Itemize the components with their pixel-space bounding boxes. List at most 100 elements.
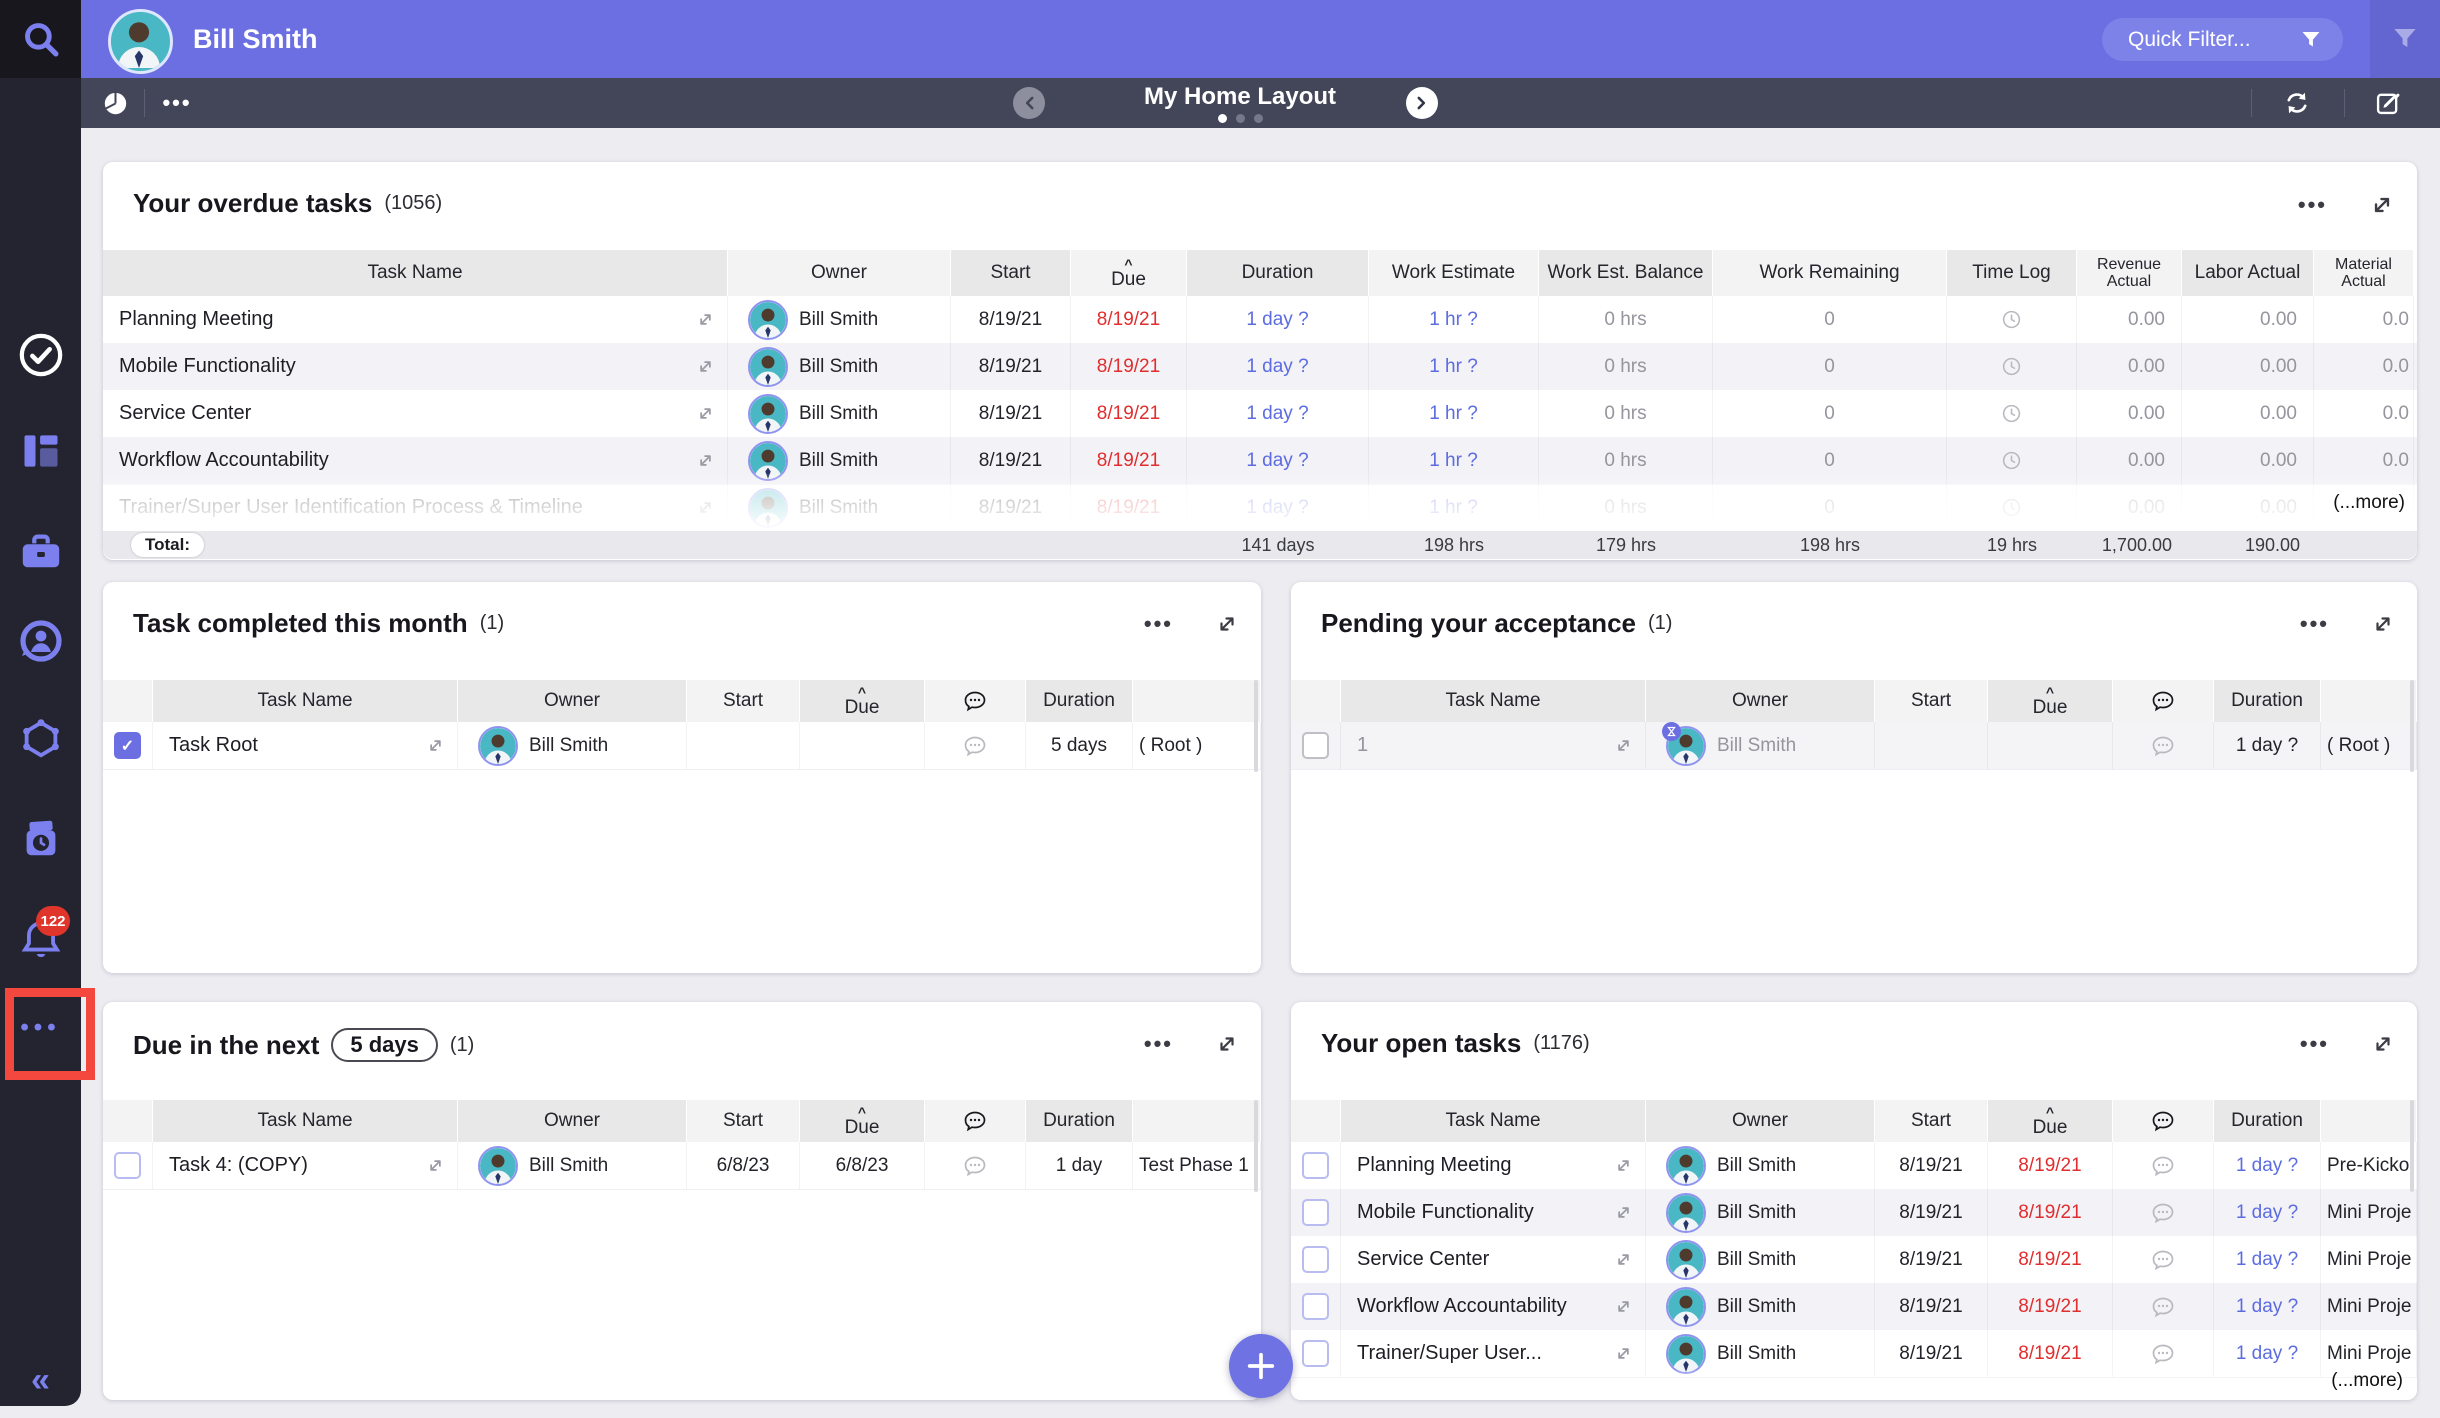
panel-menu-button[interactable]: ••• (1143, 1031, 1173, 1056)
column-header-sorted[interactable]: ^ Due (800, 1100, 925, 1142)
comment-cell[interactable] (2113, 1283, 2214, 1330)
duration-cell[interactable]: 1 day ? (1187, 390, 1369, 437)
quick-filter-input[interactable]: Quick Filter... (2102, 18, 2343, 61)
search-button[interactable] (0, 0, 81, 78)
row-checkbox[interactable] (1302, 1340, 1329, 1367)
select-cell[interactable] (1291, 1189, 1341, 1236)
column-header[interactable]: Time Log (1947, 250, 2077, 296)
row-checkbox[interactable] (1302, 732, 1329, 759)
task-name-cell[interactable]: Service Center (103, 390, 728, 437)
work-estimate-cell[interactable]: 1 hr ? (1369, 437, 1539, 484)
column-header[interactable]: Material Actual (2314, 250, 2414, 296)
open-task-icon[interactable] (1614, 1344, 1633, 1363)
column-header[interactable]: Work Est. Balance (1539, 250, 1713, 296)
select-cell[interactable] (1291, 1142, 1341, 1189)
table-row[interactable]: Planning Meeting Bill Smith 8/19/21 8/19… (103, 296, 2417, 344)
duration-cell[interactable]: 1 day ? (2214, 1236, 2321, 1283)
panel-menu-button[interactable]: ••• (1143, 611, 1173, 636)
sidebar-item-network[interactable] (0, 714, 81, 764)
column-header[interactable]: Task Name (103, 250, 728, 296)
more-rows-label[interactable]: (...more) (2333, 492, 2405, 513)
table-row[interactable]: Trainer/Super User... Bill Smith 8/19/21… (1291, 1330, 2417, 1378)
duration-cell[interactable]: 1 day ? (1187, 484, 1369, 531)
sidebar-item-timeclock[interactable] (0, 814, 81, 864)
table-row[interactable]: Planning Meeting Bill Smith 8/19/21 8/19… (1291, 1142, 2417, 1190)
comment-cell[interactable] (925, 722, 1026, 769)
carousel-dot[interactable] (1253, 114, 1263, 123)
column-header[interactable]: Start (687, 1100, 800, 1142)
task-name-cell[interactable]: Task Root (153, 722, 458, 769)
user-avatar[interactable] (108, 9, 173, 74)
task-name-cell[interactable]: Workflow Accountability (1341, 1283, 1646, 1330)
work-estimate-cell[interactable]: 1 hr ? (1369, 390, 1539, 437)
table-row[interactable]: Trainer/Super User Identification Proces… (103, 484, 2417, 532)
task-name-cell[interactable]: Task 4: (COPY) (153, 1142, 458, 1189)
open-task-icon[interactable] (1614, 1203, 1633, 1222)
table-row[interactable]: Workflow Accountability Bill Smith 8/19/… (103, 437, 2417, 485)
sidebar-item-projects[interactable] (0, 526, 81, 576)
time-log-cell[interactable] (1947, 437, 2077, 484)
duration-cell[interactable]: 1 day ? (1187, 437, 1369, 484)
comments-column-header[interactable] (925, 680, 1026, 722)
scrollbar[interactable] (2410, 680, 2414, 772)
task-name-cell[interactable]: Service Center (1341, 1236, 1646, 1283)
row-checkbox-checked[interactable] (114, 732, 141, 759)
open-task-icon[interactable] (696, 404, 715, 423)
column-header[interactable]: Work Estimate (1369, 250, 1539, 296)
select-cell[interactable] (1291, 1283, 1341, 1330)
select-cell[interactable] (103, 722, 153, 769)
duration-cell[interactable]: 1 day ? (2214, 1330, 2321, 1377)
scrollbar[interactable] (1254, 680, 1258, 772)
column-header-sorted[interactable]: ^ Due (800, 680, 925, 722)
comments-column-header[interactable] (2113, 680, 2214, 722)
expand-panel-icon[interactable] (2369, 192, 2395, 218)
carousel-dot[interactable] (1235, 114, 1245, 123)
carousel-dot-active[interactable] (1217, 114, 1227, 123)
table-row[interactable]: Service Center Bill Smith 8/19/21 8/19/2… (1291, 1236, 2417, 1284)
days-filter-pill[interactable]: 5 days (331, 1028, 438, 1062)
row-checkbox[interactable] (1302, 1199, 1329, 1226)
next-layout-button[interactable] (1405, 78, 1439, 128)
column-header[interactable]: Owner (1646, 1100, 1875, 1142)
expand-panel-icon[interactable] (2371, 1032, 2395, 1056)
previous-layout-button[interactable] (1012, 78, 1046, 128)
comments-column-header[interactable] (2113, 1100, 2214, 1142)
sidebar-item-resources[interactable] (0, 616, 81, 666)
more-rows-label[interactable]: (...more) (2331, 1370, 2403, 1391)
task-name-cell[interactable]: Trainer/Super User Identification Proces… (103, 484, 728, 531)
scrollbar[interactable] (2410, 1100, 2414, 1192)
task-name-cell[interactable]: Workflow Accountability (103, 437, 728, 484)
open-task-icon[interactable] (696, 357, 715, 376)
time-log-cell[interactable] (1947, 390, 2077, 437)
column-header[interactable]: Revenue Actual (2077, 250, 2182, 296)
time-log-cell[interactable] (1947, 484, 2077, 531)
table-row[interactable]: Mobile Functionality Bill Smith 8/19/21 … (103, 343, 2417, 391)
table-row[interactable]: Task 4: (COPY) Bill Smith 6/8/23 6/8/23 … (103, 1142, 1261, 1190)
table-row[interactable]: 1 Bill Smith 1 day ? ( Root ) (1291, 722, 2417, 770)
open-task-icon[interactable] (426, 736, 445, 755)
column-header[interactable]: Start (1875, 680, 1988, 722)
column-header[interactable]: Start (687, 680, 800, 722)
task-name-cell[interactable]: Mobile Functionality (103, 343, 728, 390)
column-header-sorted[interactable]: ^ Due (1071, 250, 1187, 296)
column-header[interactable]: Task Name (1341, 680, 1646, 722)
task-name-cell[interactable]: 1 (1341, 722, 1646, 769)
comment-cell[interactable] (2113, 1330, 2214, 1377)
comment-cell[interactable] (2113, 1236, 2214, 1283)
column-header[interactable]: Duration (1026, 680, 1133, 722)
duration-cell[interactable]: 1 day ? (2214, 1189, 2321, 1236)
column-header[interactable]: Owner (1646, 680, 1875, 722)
column-header[interactable]: Labor Actual (2182, 250, 2314, 296)
expand-panel-icon[interactable] (1215, 612, 1239, 636)
open-task-icon[interactable] (696, 451, 715, 470)
open-task-icon[interactable] (426, 1156, 445, 1175)
scrollbar[interactable] (1254, 1100, 1258, 1192)
column-header[interactable]: Start (1875, 1100, 1988, 1142)
task-name-cell[interactable]: Planning Meeting (103, 296, 728, 343)
panel-menu-button[interactable]: ••• (2297, 192, 2327, 217)
layout-more-button[interactable]: ••• (157, 78, 197, 128)
table-row[interactable]: Service Center Bill Smith 8/19/21 8/19/2… (103, 390, 2417, 438)
panel-menu-button[interactable]: ••• (2299, 611, 2329, 636)
comment-cell[interactable] (2113, 1189, 2214, 1236)
open-task-icon[interactable] (1614, 1156, 1633, 1175)
